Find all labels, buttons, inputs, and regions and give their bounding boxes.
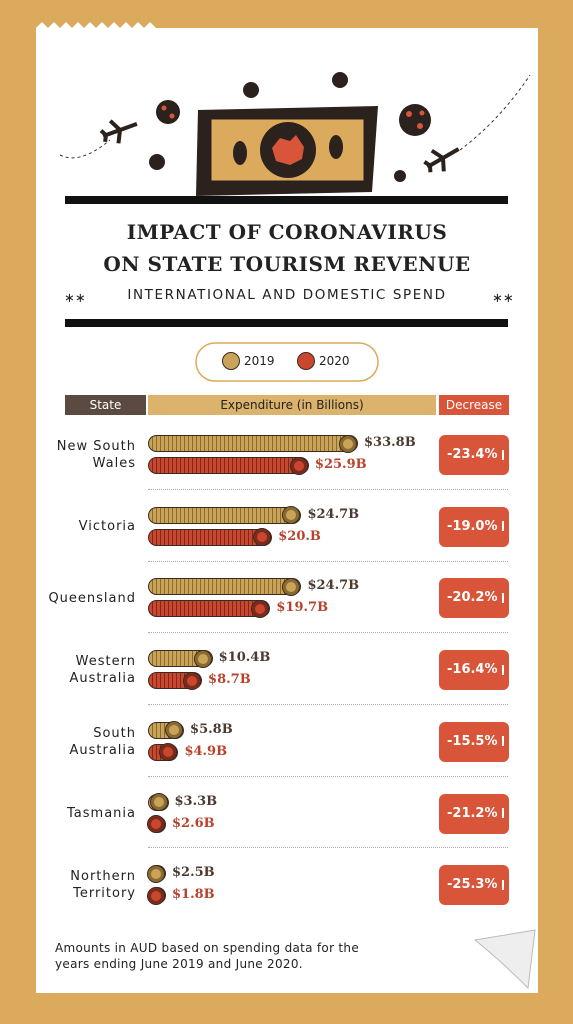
bar-end-coin (251, 599, 270, 618)
bar (148, 600, 271, 618)
bar-end-coin (183, 671, 202, 690)
bar-end-coin (193, 649, 212, 668)
decrease-box: -15.5% (439, 721, 509, 762)
legend-swatch (297, 352, 315, 370)
value-label: $24.7B (307, 506, 360, 522)
value-label: $20.B (278, 528, 321, 544)
subtitle: INTERNATIONAL AND DOMESTIC SPEND (127, 287, 447, 303)
value-label: $3.3B (174, 793, 218, 809)
down-arrow (501, 449, 504, 460)
down-arrow (501, 736, 504, 747)
category-label: Tasmania (67, 806, 136, 821)
bar-end-coin (282, 506, 301, 525)
row-separator (148, 775, 508, 777)
category-label: Victoria (78, 519, 136, 535)
decrease-label: -23.4% (447, 447, 498, 462)
bar-end-coin (165, 721, 184, 740)
value-label: $8.7B (208, 672, 251, 688)
decrease-box: -25.3% (439, 865, 509, 906)
value-label: $2.6B (172, 815, 215, 831)
bar-end-coin (147, 864, 165, 883)
decrease-label: -25.3% (447, 877, 498, 893)
bar-end-coin (282, 577, 301, 596)
bar-end-coin (289, 456, 308, 475)
value-label: $2.5B (172, 865, 215, 881)
down-arrow (501, 664, 504, 675)
decrease-box: -21.2% (439, 793, 509, 834)
bar-end-coin (147, 815, 165, 833)
header-state: State (65, 395, 146, 415)
footnote: Amounts in AUD based on spending data fo… (55, 941, 360, 971)
category-label: New South Wales (56, 439, 136, 471)
legend-label: 2020 (319, 354, 350, 368)
bar-end-coin (339, 434, 357, 453)
row-separator (148, 847, 508, 849)
value-label: $33.8B (364, 435, 416, 450)
header-expenditure: Expenditure (in Billions) (148, 395, 436, 415)
down-arrow (501, 592, 504, 603)
bar (148, 528, 273, 546)
header-decrease: Decrease (439, 395, 509, 415)
bar-end-coin (149, 793, 168, 811)
row-separator (148, 560, 508, 562)
down-arrow (501, 521, 504, 532)
value-label: $25.9B (314, 457, 367, 472)
decrease-label: -20.2% (447, 590, 498, 606)
svg-text:∗∗: ∗∗ (64, 291, 86, 306)
bar-end-coin (253, 528, 272, 547)
value-label: $1.8B (172, 887, 215, 903)
row-separator (148, 632, 508, 634)
down-arrow (501, 808, 504, 818)
decrease-box: -23.4% (439, 435, 509, 475)
category-label: South Australia (69, 725, 136, 758)
bar-end-coin (147, 886, 165, 905)
decrease-label: -15.5% (447, 733, 498, 749)
legend-label: 2019 (244, 354, 275, 368)
value-label: $24.7B (307, 578, 360, 594)
bar (148, 457, 309, 474)
bar (148, 435, 358, 452)
row-separator (148, 488, 508, 490)
category-label: Queensland (48, 590, 136, 606)
value-label: $5.8B (190, 721, 233, 737)
chart-title: IMPACT OF CORONAVIRUS ON STATE TOURISM R… (103, 220, 471, 276)
category-label: Northern Territory (70, 869, 136, 902)
decrease-box: -19.0% (439, 506, 509, 547)
value-label: $19.7B (276, 600, 329, 616)
value-label: $10.4B (218, 650, 271, 666)
bar (148, 506, 302, 524)
category-label: Western Australia (69, 654, 136, 687)
decrease-label: -21.2% (447, 805, 498, 821)
row-separator (148, 703, 508, 705)
bar-end-coin (159, 743, 178, 762)
down-arrow (501, 879, 504, 890)
decrease-label: -19.0% (447, 518, 498, 534)
decrease-label: -16.4% (447, 662, 498, 678)
svg-text:∗∗: ∗∗ (492, 291, 514, 306)
decrease-box: -20.2% (439, 578, 509, 619)
bar (148, 578, 302, 596)
value-label: $4.9B (184, 743, 228, 759)
legend-swatch (222, 352, 240, 370)
decrease-box: -16.4% (439, 650, 509, 691)
